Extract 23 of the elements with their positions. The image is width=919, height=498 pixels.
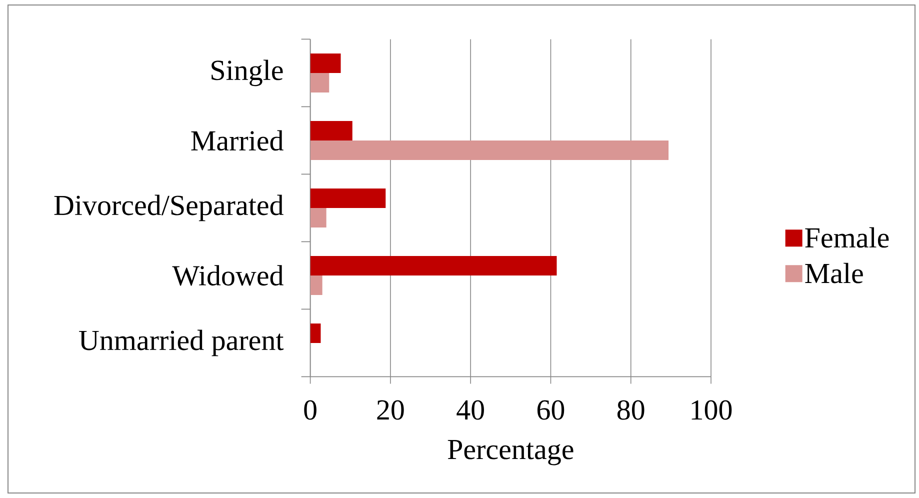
y-tick-label: Divorced/Separated	[54, 194, 284, 222]
y-tick-label: Married	[191, 130, 284, 151]
y-tick-label: Unmarried parent	[79, 330, 284, 356]
x-tick-label: 80	[617, 400, 644, 420]
bar	[310, 188, 386, 208]
bar	[310, 72, 330, 92]
x-tick-label: 0	[304, 400, 316, 420]
bar	[310, 140, 669, 160]
x-tick-label: 20	[377, 400, 404, 420]
y-tick-label: Single	[212, 60, 283, 86]
bar	[310, 120, 352, 140]
x-tick-label: 100	[692, 400, 732, 420]
bar	[310, 323, 321, 343]
y-tick-label: Widowed	[172, 265, 284, 286]
x-tick-label: 40	[456, 400, 484, 420]
x-tick-label: 60	[537, 400, 564, 420]
bar	[310, 208, 326, 228]
legend-label: Male	[805, 262, 863, 284]
x-axis-title: Percentage	[448, 440, 574, 466]
legend-label: Female	[805, 227, 889, 248]
bar	[310, 53, 341, 73]
bar	[310, 275, 322, 295]
bar	[310, 256, 557, 276]
